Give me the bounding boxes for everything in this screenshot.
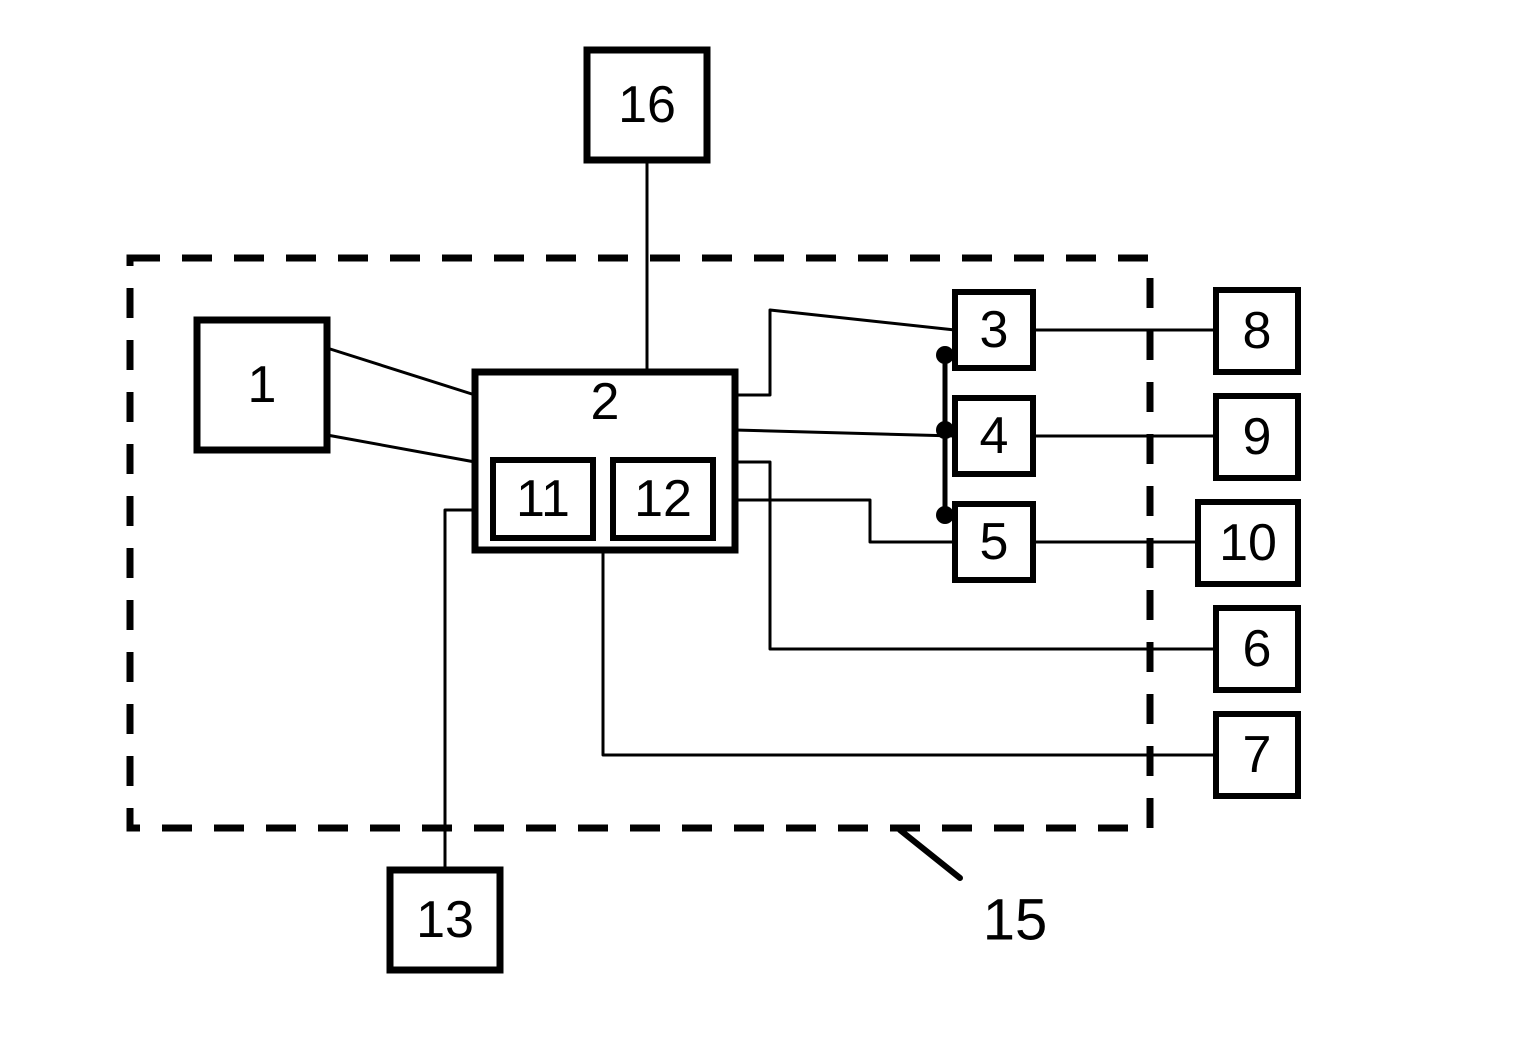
node-label-10: 10 [1219,514,1277,572]
node-label-4: 4 [980,407,1009,465]
junction-dot [936,506,954,524]
node-label-5: 5 [980,513,1009,571]
node-label-6: 6 [1243,620,1272,678]
junction-dot [936,421,954,439]
node-label-7: 7 [1243,726,1272,784]
node-label-2: 2 [591,373,620,431]
node-label-1: 1 [248,356,277,414]
node-label-12: 12 [634,470,692,528]
node-label-3: 3 [980,301,1009,359]
node-label-9: 9 [1243,408,1272,466]
node-label-13: 13 [416,891,474,949]
node-label-8: 8 [1243,302,1272,360]
junction-dot [936,346,954,364]
node-label-16: 16 [618,76,676,134]
container-label: 15 [983,888,1048,953]
node-label-11: 11 [516,470,570,528]
